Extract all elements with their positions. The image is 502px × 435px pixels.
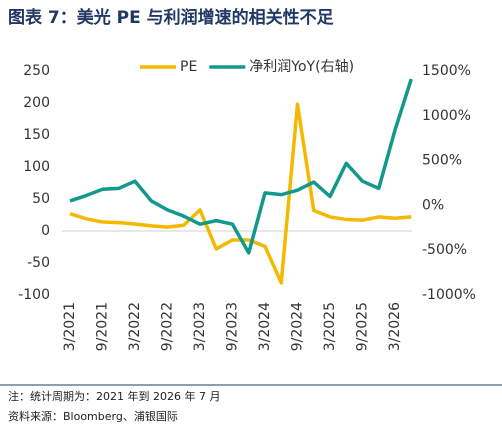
x-tick-label: 3/2024 [257, 302, 273, 351]
x-tick-label: 9/2025 [355, 302, 371, 351]
y-tick-label: -50 [27, 255, 50, 271]
x-tick-label: 3/2021 [62, 302, 78, 351]
y-tick-label: 200 [23, 95, 50, 111]
y2-tick-label: 1500% [422, 63, 471, 79]
source: 资料来源：Bloomberg、浦银国际 [8, 409, 178, 423]
y-tick-label: -100 [18, 287, 50, 303]
x-tick-label: 9/2022 [160, 302, 176, 351]
chart-title: 图表 7：美光 PE 与利润增速的相关性不足 [8, 7, 334, 28]
x-tick-label: 3/2022 [127, 302, 143, 351]
x-tick-label: 3/2023 [192, 302, 208, 351]
y-tick-label: 150 [23, 127, 50, 143]
y2-tick-label: -500% [422, 242, 467, 258]
y2-tick-label: -1000% [422, 287, 476, 303]
y-tick-label: 50 [32, 191, 50, 207]
x-tick-label: 3/2025 [322, 302, 338, 351]
y2-tick-label: 500% [422, 153, 462, 169]
x-tick-label: 9/2021 [95, 302, 111, 351]
y-tick-label: 0 [41, 223, 50, 239]
series-line [69, 102, 412, 285]
legend-label: PE [180, 59, 197, 75]
y-tick-label: 250 [23, 63, 50, 79]
x-tick-label: 9/2023 [225, 302, 241, 351]
y2-tick-label: 0% [422, 197, 444, 213]
x-tick-label: 9/2024 [290, 302, 306, 351]
x-tick-label: 3/2026 [387, 302, 403, 351]
y2-tick-label: 1000% [422, 108, 471, 124]
note: 注：统计周期为：2021 年到 2026 年 7 月 [8, 389, 220, 403]
y-tick-label: 100 [23, 159, 50, 175]
series-line [69, 78, 413, 255]
legend-label: 净利润YoY(右轴) [249, 59, 354, 75]
